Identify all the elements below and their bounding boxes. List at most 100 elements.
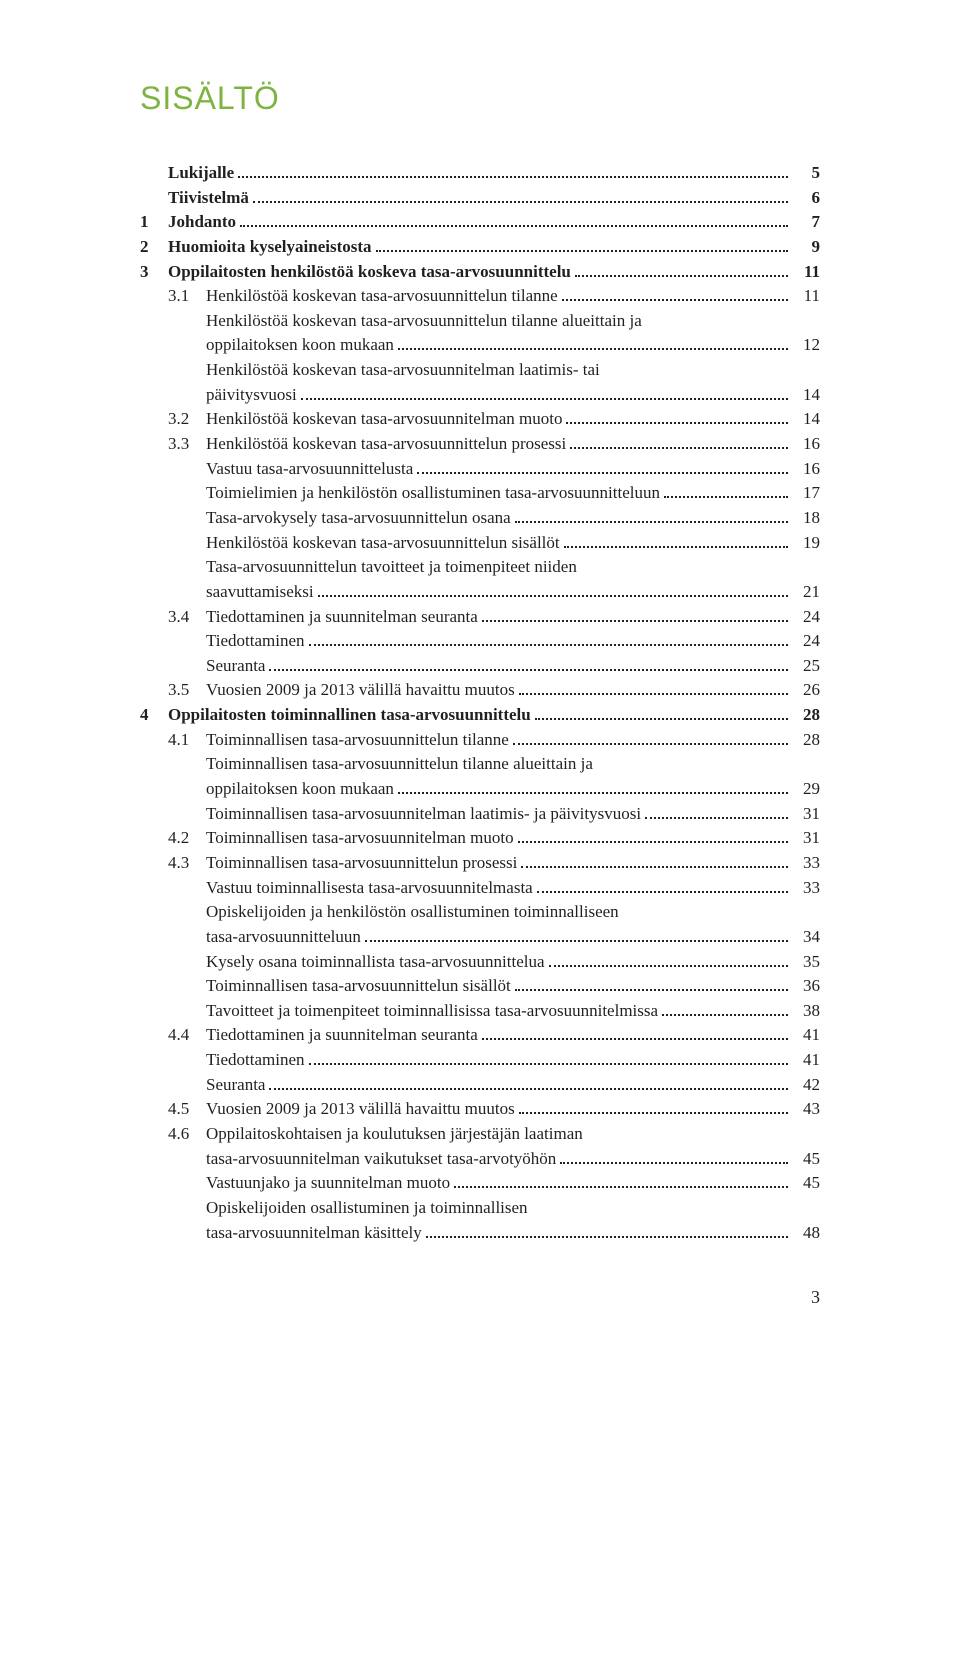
toc-entry: 4.3Toiminnallisen tasa-arvosuunnittelun … [168,851,820,876]
toc-entry-number: 3.5 [168,678,206,703]
toc-entry-label: Oppilaitosten henkilöstöä koskeva tasa-a… [168,260,571,285]
toc-entry-label: Tiedottaminen [206,629,305,654]
toc-entry-label: Henkilöstöä koskevan tasa-arvosuunnittel… [206,432,566,457]
toc-leader [318,582,788,597]
toc-entry-label: Tiedottaminen ja suunnitelman seuranta [206,605,478,630]
toc-entry-number: 4.1 [168,728,206,753]
toc-entry-label: Vastuunjako ja suunnitelman muoto [206,1171,450,1196]
toc-entry: 2Huomioita kyselyaineistosta9 [140,235,820,260]
toc-leader [269,1074,788,1089]
toc-entry-label: Toiminnallisen tasa-arvosuunnittelun pro… [206,851,517,876]
toc-leader [560,1148,788,1163]
toc-leader [570,434,788,449]
toc-entry: 4.5Vuosien 2009 ja 2013 välillä havaittu… [168,1097,820,1122]
toc-entry: oppilaitoksen koon mukaan12 [206,333,820,358]
toc-entry: 4.1Toiminnallisen tasa-arvosuunnittelun … [168,728,820,753]
toc-leader [521,853,788,868]
toc-entry: 3.4Tiedottaminen ja suunnitelman seurant… [168,605,820,630]
toc-entry-page: 29 [792,777,820,802]
toc-leader [398,779,788,794]
toc-entry-label: Toimielimien ja henkilöstön osallistumin… [206,481,660,506]
toc-entry-page: 9 [792,235,820,260]
toc-entry-label: päivitysvuosi [206,383,297,408]
toc-entry-page: 34 [792,925,820,950]
toc-entry: Toimielimien ja henkilöstön osallistumin… [206,481,820,506]
toc-entry-label: Tavoitteet ja toimenpiteet toiminnallisi… [206,999,658,1024]
toc-leader [253,187,788,202]
toc-entry-number: 4.4 [168,1023,206,1048]
toc-entry-number: 4.2 [168,826,206,851]
toc-entry-label: Opiskelijoiden ja henkilöstön osallistum… [206,900,619,925]
toc-entry-label: Tiivistelmä [168,186,249,211]
toc-entry: Tiedottaminen24 [206,629,820,654]
table-of-contents: Lukijalle5Tiivistelmä61Johdanto72Huomioi… [140,161,820,1245]
toc-entry-number: 1 [140,210,168,235]
toc-entry-page: 24 [792,605,820,630]
toc-entry-line: Opiskelijoiden ja henkilöstön osallistum… [206,900,820,925]
toc-leader [519,1099,788,1114]
toc-entry-label: Vuosien 2009 ja 2013 välillä havaittu mu… [206,678,515,703]
toc-entry-label: Vuosien 2009 ja 2013 välillä havaittu mu… [206,1097,515,1122]
toc-entry-label: Toiminnallisen tasa-arvosuunnitelman muo… [206,826,514,851]
toc-entry-label: Henkilöstöä koskevan tasa-arvosuunnittel… [206,531,560,556]
toc-entry: Toiminnallisen tasa-arvosuunnitelman laa… [206,802,820,827]
toc-entry-label: Henkilöstöä koskevan tasa-arvosuunnittel… [206,309,642,334]
toc-entry-page: 7 [792,210,820,235]
toc-leader [562,286,788,301]
toc-entry-page: 11 [792,260,820,285]
toc-entry-page: 38 [792,999,820,1024]
toc-leader [564,532,788,547]
toc-entry: 3.2Henkilöstöä koskevan tasa-arvosuunnit… [168,407,820,432]
toc-entry: Tasa-arvokysely tasa-arvosuunnittelun os… [206,506,820,531]
toc-entry: tasa-arvosuunnitteluun34 [206,925,820,950]
toc-entry-page: 19 [792,531,820,556]
toc-entry-page: 36 [792,974,820,999]
toc-entry-label: Henkilöstöä koskevan tasa-arvosuunnittel… [206,284,558,309]
toc-entry-page: 33 [792,876,820,901]
toc-entry-label: tasa-arvosuunnitelman vaikutukset tasa-a… [206,1147,556,1172]
toc-entry: 3.5Vuosien 2009 ja 2013 välillä havaittu… [168,678,820,703]
toc-entry-label: Kysely osana toiminnallista tasa-arvosuu… [206,950,545,975]
toc-entry-page: 21 [792,580,820,605]
toc-leader [664,483,788,498]
toc-entry: oppilaitoksen koon mukaan 29 [206,777,820,802]
toc-leader [645,803,788,818]
toc-leader [513,729,788,744]
toc-entry-number: 2 [140,235,168,260]
toc-leader [376,237,788,252]
toc-entry-label: Toiminnallisen tasa-arvosuunnittelun til… [206,728,509,753]
toc-entry-label: Lukijalle [168,161,234,186]
toc-entry-page: 45 [792,1147,820,1172]
toc-entry-label: Vastuu tasa-arvosuunnittelusta [206,457,413,482]
toc-entry-page: 26 [792,678,820,703]
toc-entry-label: oppilaitoksen koon mukaan [206,777,394,802]
toc-entry: Vastuu toiminnallisesta tasa-arvosuunnit… [206,876,820,901]
toc-entry: saavuttamiseksi21 [206,580,820,605]
toc-leader [515,508,788,523]
toc-leader [269,656,788,671]
toc-entry-label: Opiskelijoiden osallistuminen ja toiminn… [206,1196,528,1221]
toc-entry: Tavoitteet ja toimenpiteet toiminnallisi… [206,999,820,1024]
toc-entry-number: 4.3 [168,851,206,876]
toc-entry: Vastuunjako ja suunnitelman muoto 45 [206,1171,820,1196]
toc-leader [454,1173,788,1188]
toc-leader [662,1000,788,1015]
toc-entry-label: Toiminnallisen tasa-arvosuunnittelun sis… [206,974,511,999]
toc-leader [301,384,788,399]
toc-entry-page: 45 [792,1171,820,1196]
toc-entry-label: Toiminnallisen tasa-arvosuunnitelman laa… [206,802,641,827]
toc-entry-label: tasa-arvosuunnitelman käsittely [206,1221,422,1246]
toc-entry-label: Toiminnallisen tasa-arvosuunnittelun til… [206,752,593,777]
toc-leader [518,828,788,843]
toc-leader [365,927,788,942]
toc-entry: päivitysvuosi14 [206,383,820,408]
toc-entry-page: 28 [792,703,820,728]
toc-entry-line: 4.6Oppilaitoskohtaisen ja koulutuksen jä… [168,1122,820,1147]
toc-entry-label: Tasa-arvosuunnittelun tavoitteet ja toim… [206,555,577,580]
toc-entry-label: Oppilaitoskohtaisen ja koulutuksen järje… [206,1122,583,1147]
toc-entry-number: 3.3 [168,432,206,457]
toc-entry: Tiivistelmä6 [140,186,820,211]
toc-entry-number: 3.4 [168,605,206,630]
toc-entry-label: Tiedottaminen [206,1048,305,1073]
toc-entry-line: Opiskelijoiden osallistuminen ja toiminn… [206,1196,820,1221]
